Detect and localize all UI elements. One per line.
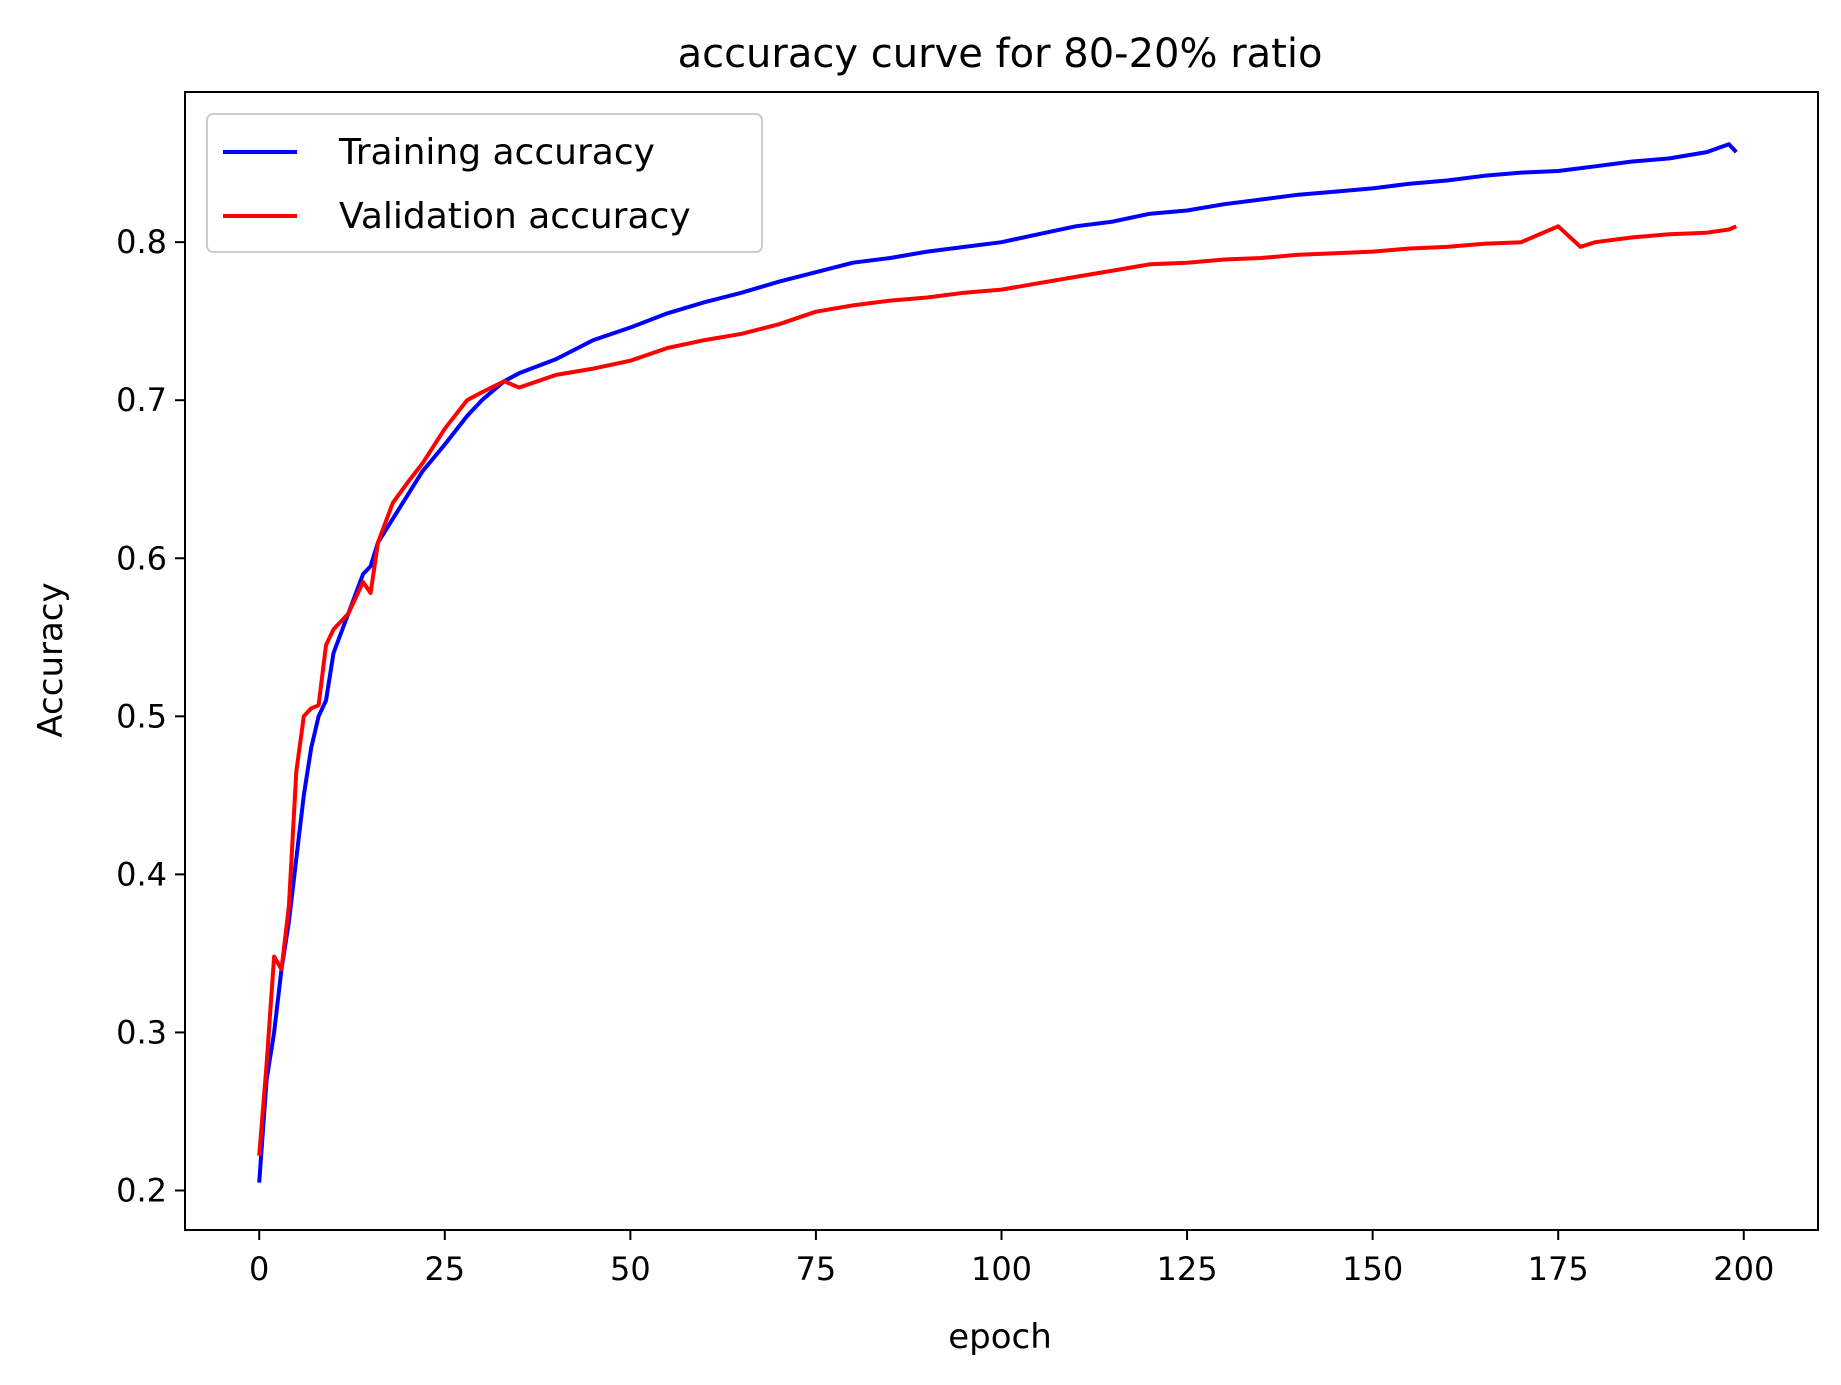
legend-box — [206, 113, 763, 253]
series-lines — [257, 142, 1738, 1183]
series-line-training — [257, 142, 1738, 1183]
legend-label-validation: Validation accuracy — [339, 196, 691, 237]
x-tick-label: 100 — [971, 1250, 1032, 1288]
x-tick-label: 0 — [249, 1250, 269, 1288]
y-tick-label: 0.2 — [116, 1171, 167, 1209]
x-tick-label: 175 — [1528, 1250, 1589, 1288]
y-tick-label: 0.3 — [116, 1013, 167, 1051]
x-tick-label: 25 — [424, 1250, 465, 1288]
x-tick-label: 50 — [610, 1250, 651, 1288]
y-tick-label: 0.8 — [116, 223, 167, 261]
y-tick-label: 0.6 — [116, 539, 167, 577]
x-tick-label: 200 — [1713, 1250, 1774, 1288]
series-line-validation — [257, 224, 1738, 1156]
plot-area: 0 25 50 75 100 125 150 175 200 0.2 0.3 0.4 0.5 0.6 0.7… — [116, 91, 1819, 1288]
legend: Training accuracy Validation accuracy — [206, 113, 763, 253]
y-tick-label: 0.5 — [116, 697, 167, 735]
x-tick-label: 150 — [1342, 1250, 1403, 1288]
legend-label-training: Training accuracy — [338, 132, 655, 173]
y-axis-title: Accuracy — [31, 582, 71, 737]
y-tick-label: 0.4 — [116, 855, 167, 893]
chart-title: accuracy curve for 80-20% ratio — [678, 31, 1323, 77]
x-tick-label: 75 — [796, 1250, 837, 1288]
y-tick-label: 0.7 — [116, 381, 167, 419]
x-tick-label: 125 — [1157, 1250, 1218, 1288]
x-axis-title: epoch — [948, 1317, 1052, 1357]
